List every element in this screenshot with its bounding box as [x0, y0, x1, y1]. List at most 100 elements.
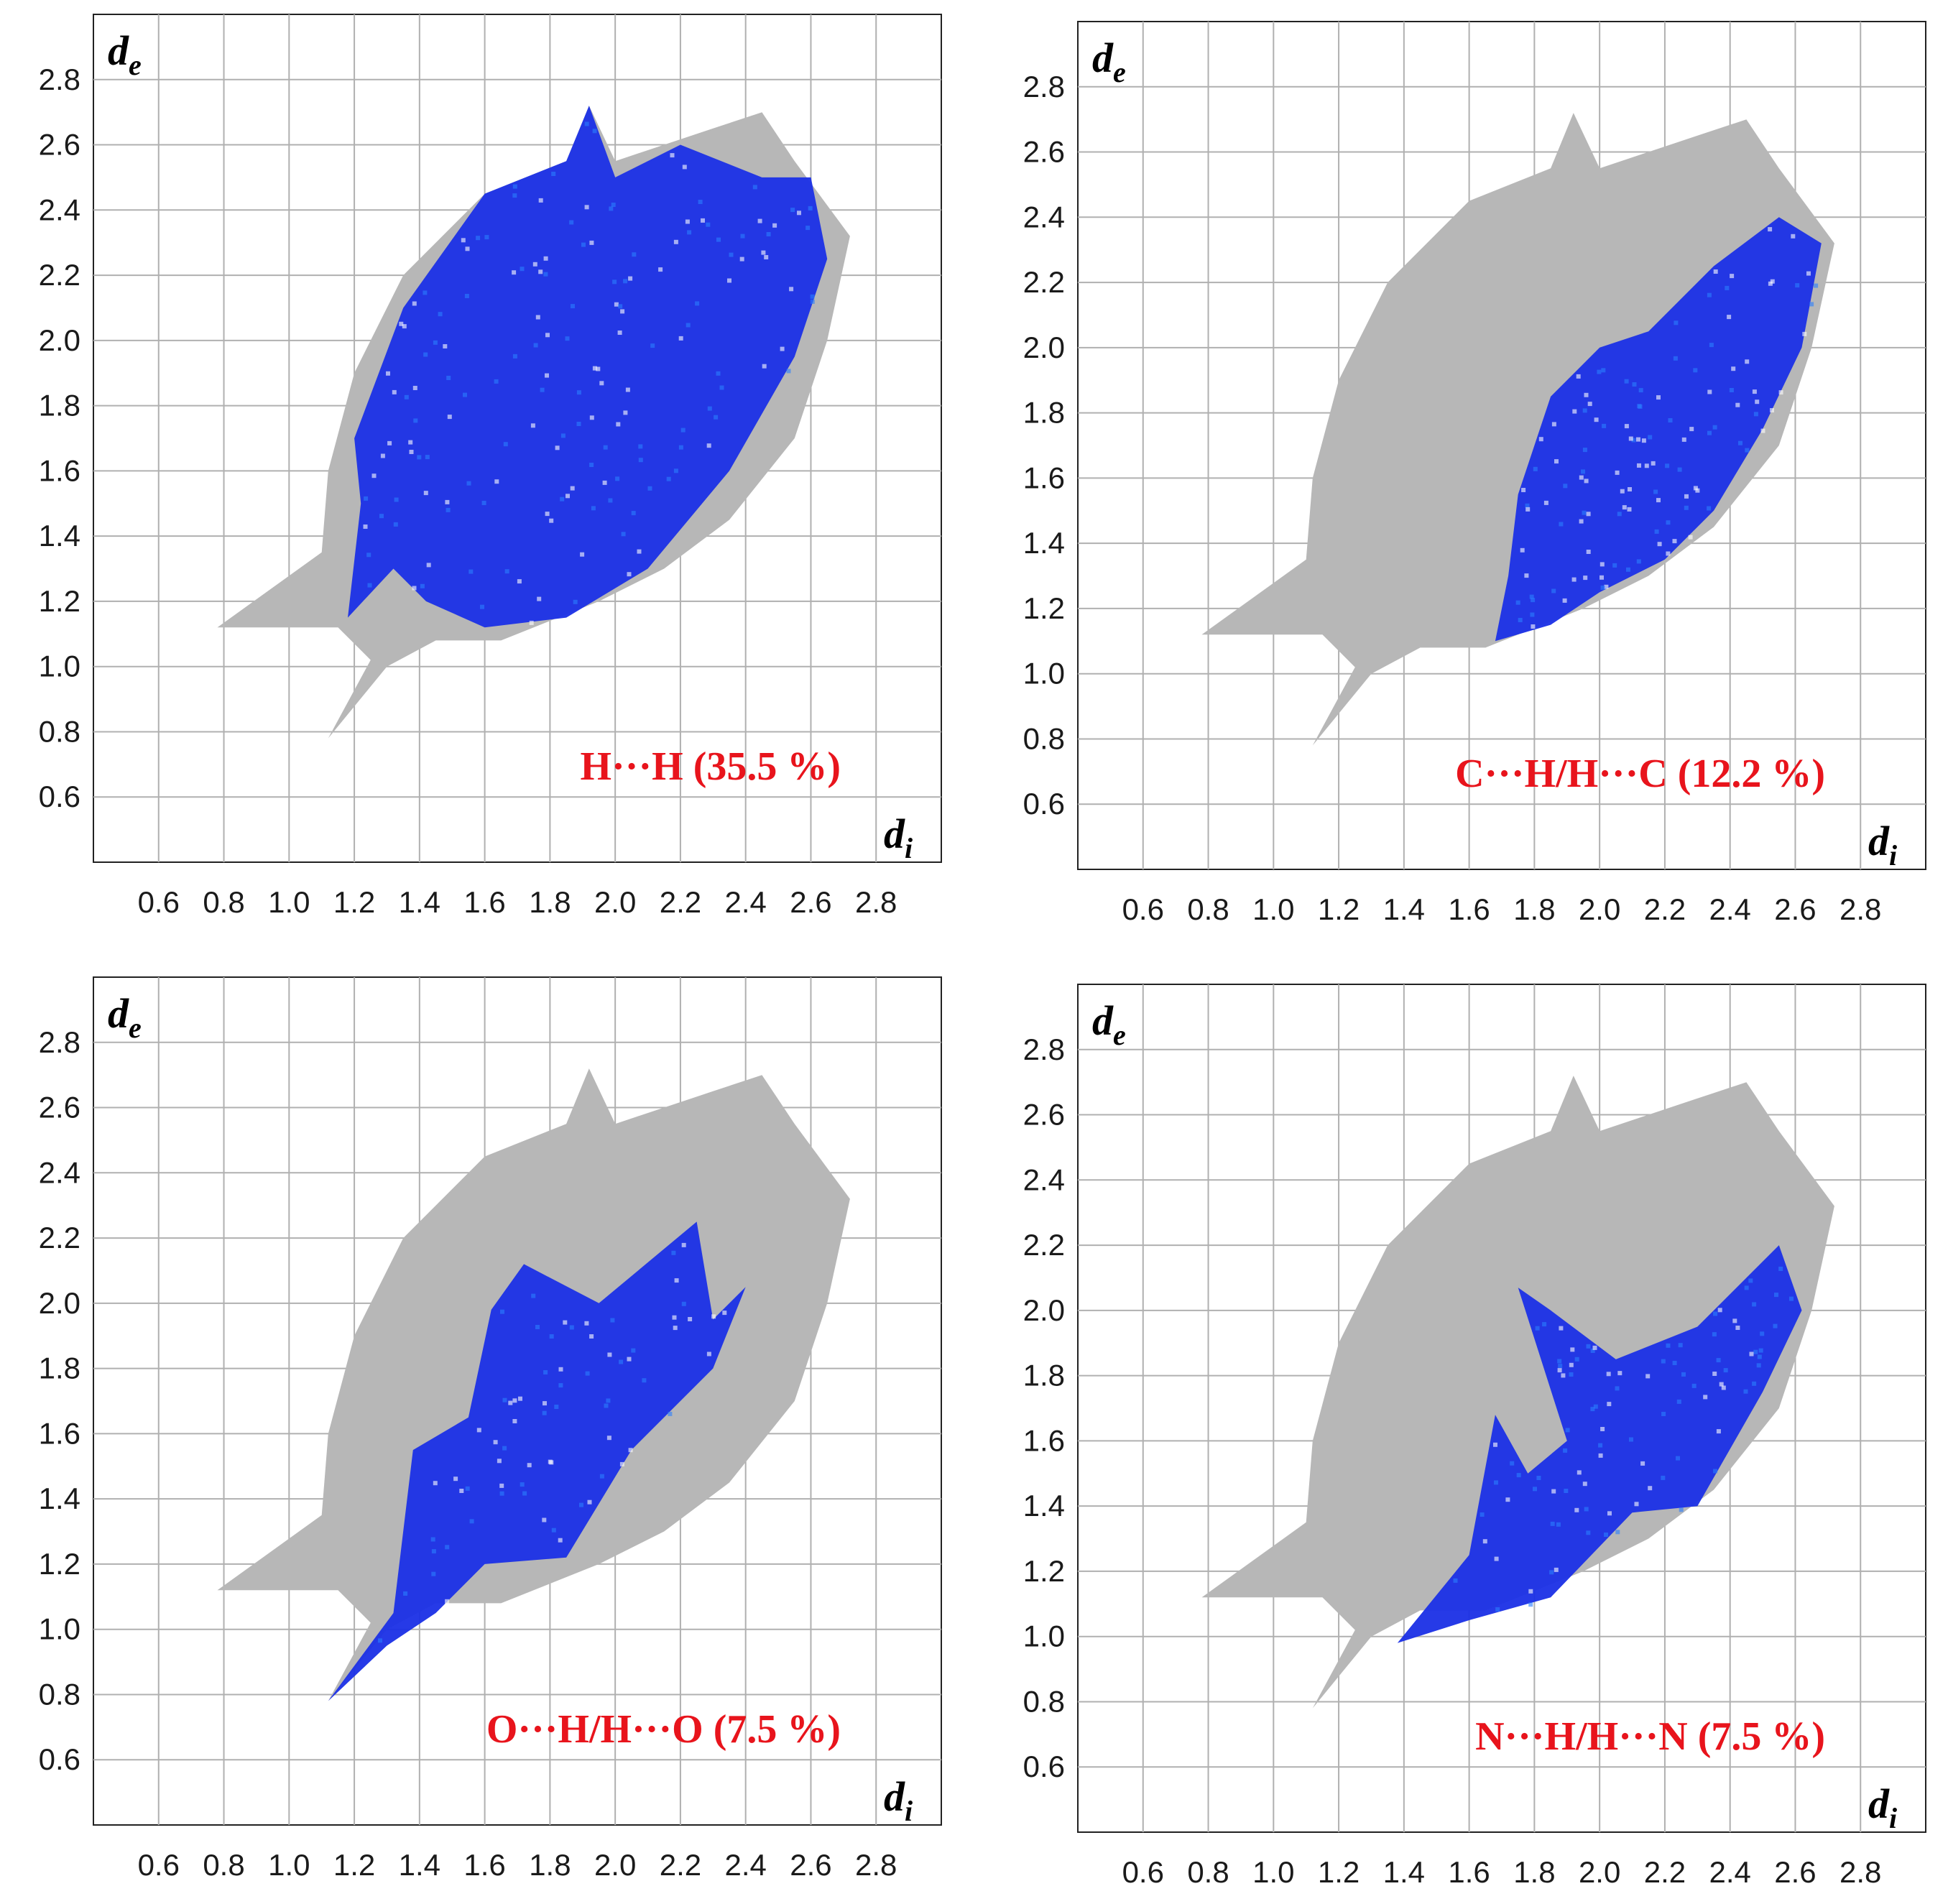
density-point [1579, 475, 1584, 480]
density-point [560, 433, 566, 438]
density-point [1612, 563, 1617, 568]
density-point [1607, 1511, 1612, 1516]
x-tick-label: 1.0 [268, 885, 310, 919]
highlight-region [348, 106, 828, 628]
density-point [740, 234, 745, 239]
density-point [1745, 448, 1750, 453]
y-tick-label: 2.6 [1023, 1098, 1065, 1132]
y-tick-label: 2.6 [39, 128, 80, 162]
density-point [1531, 624, 1536, 629]
density-point [1666, 1343, 1671, 1348]
density-point [387, 440, 392, 445]
density-point [1748, 1278, 1753, 1283]
x-tick-label: 2.2 [660, 1848, 701, 1882]
density-point [1561, 1373, 1566, 1378]
density-point [522, 1491, 527, 1496]
density-point [585, 1371, 590, 1376]
density-point [502, 1397, 507, 1402]
density-point [1590, 1349, 1595, 1353]
density-point [1542, 1322, 1547, 1327]
y-tick-label: 2.8 [1023, 1032, 1065, 1066]
density-point [1665, 463, 1670, 468]
density-point [761, 250, 766, 255]
density-point [438, 312, 443, 317]
density-point [560, 496, 565, 502]
density-point [681, 1301, 686, 1306]
density-point [1598, 1453, 1603, 1458]
density-point [797, 211, 801, 216]
density-point [573, 599, 578, 604]
fingerprint-plot: 0.6 0.8 1.0 1.2 1.4 1.6 1.8 2.0 2.2 2.4 2.6 2.8 0.6 0… [39, 976, 942, 1882]
density-point [1554, 1567, 1559, 1572]
density-point [393, 522, 398, 527]
density-point [627, 1357, 632, 1362]
density-point [530, 423, 535, 428]
density-point [542, 1410, 547, 1415]
density-point [497, 1459, 502, 1464]
density-point [618, 304, 623, 309]
density-point [666, 476, 671, 481]
plot-panel-oh: 0.6 0.8 1.0 1.2 1.4 1.6 1.8 2.0 2.2 2.4 2.6 2.8 0.6 0… [14, 976, 948, 1897]
density-point [1651, 461, 1656, 466]
density-point [1559, 1326, 1564, 1331]
density-point [695, 301, 700, 306]
density-point [1661, 1412, 1666, 1416]
density-point [543, 272, 548, 277]
density-point [459, 1489, 464, 1493]
density-point [531, 1293, 536, 1298]
density-point [1717, 1308, 1722, 1313]
density-point [1565, 1428, 1570, 1433]
density-point [1676, 1456, 1680, 1461]
density-point [1624, 379, 1629, 384]
density-point [1582, 510, 1587, 515]
density-point [1558, 1364, 1563, 1369]
x-tick-label: 2.2 [1644, 892, 1686, 926]
density-point [1770, 279, 1775, 284]
x-tick-label: 1.8 [1513, 1855, 1555, 1889]
density-point [607, 1352, 612, 1357]
y-tick-label: 2.2 [1023, 265, 1065, 299]
density-point [589, 240, 594, 245]
density-point [1533, 1487, 1537, 1492]
density-point [412, 586, 417, 591]
density-point [611, 203, 616, 207]
density-point [612, 279, 617, 285]
density-point [446, 507, 451, 512]
density-point [1707, 430, 1712, 435]
density-point [1582, 1482, 1587, 1487]
density-point [512, 1398, 517, 1403]
x-tick-label: 1.6 [463, 1848, 505, 1882]
density-point [584, 121, 589, 126]
density-point [606, 1398, 611, 1403]
density-point [584, 205, 589, 210]
density-point [1528, 1589, 1533, 1594]
x-tick-label: 2.4 [1709, 892, 1750, 926]
density-point [673, 1326, 678, 1331]
density-point [468, 569, 474, 574]
density-point [364, 496, 369, 501]
density-point [576, 390, 581, 395]
density-point [1725, 285, 1730, 290]
y-tick-label: 1.6 [39, 1416, 80, 1450]
y-tick-label: 2.4 [1023, 200, 1065, 234]
density-point [371, 473, 377, 479]
density-point [1657, 542, 1662, 547]
density-point [1713, 1311, 1718, 1316]
density-point [1631, 438, 1636, 443]
density-point [1727, 315, 1732, 320]
x-tick-label: 0.6 [1122, 892, 1164, 926]
density-point [430, 1537, 435, 1542]
density-point [1760, 1331, 1765, 1336]
density-point [1594, 417, 1599, 422]
density-point [1617, 1371, 1622, 1376]
density-point [670, 153, 675, 158]
density-point [621, 532, 626, 537]
density-point [638, 444, 643, 449]
density-point [1601, 368, 1606, 373]
density-point [1549, 1570, 1554, 1575]
density-point [722, 1311, 727, 1316]
density-point [1653, 489, 1658, 494]
y-tick-label: 2.6 [39, 1091, 80, 1124]
density-point [1656, 395, 1661, 400]
density-point [1695, 488, 1700, 493]
